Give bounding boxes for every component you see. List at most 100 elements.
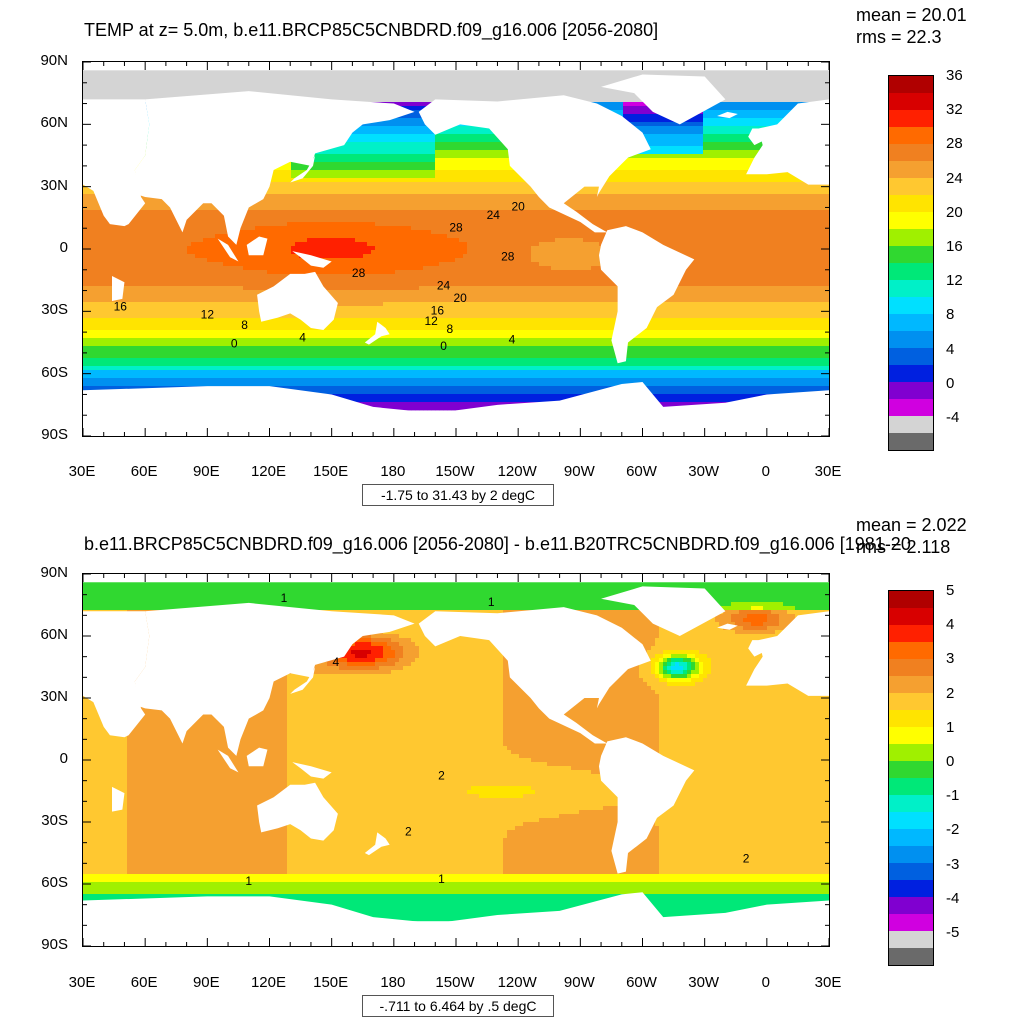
legend-tick-label: 28 xyxy=(946,135,963,152)
continent-shape xyxy=(134,91,415,245)
contour-label: 2 xyxy=(743,851,750,865)
plot-title: TEMP at z= 5.0m, b.e11.BRCP85C5CNBDRD.f0… xyxy=(84,20,658,41)
color-legend-bar xyxy=(888,75,934,451)
latitude-tick-label: 60S xyxy=(24,874,68,891)
contour-label: 1 xyxy=(488,595,495,609)
continent-shape xyxy=(290,667,316,694)
continent-shape xyxy=(418,95,651,233)
legend-tick-label: 3 xyxy=(946,650,954,667)
legend-tick-label: 8 xyxy=(946,306,954,323)
legend-swatch xyxy=(888,659,934,676)
contour-label: 12 xyxy=(424,314,438,328)
contour-label: 28 xyxy=(501,249,515,263)
continent-shape xyxy=(134,602,415,756)
latitude-tick-label: 60N xyxy=(24,114,68,131)
difference-field-svg: 1 1 4 2 2 2 1 1 xyxy=(83,574,829,946)
longitude-tick-label: 90W xyxy=(549,463,609,480)
legend-swatch xyxy=(888,195,934,212)
longitude-tick-label: 60W xyxy=(612,463,672,480)
legend-swatch xyxy=(888,127,934,144)
continent-shape xyxy=(364,832,390,856)
continent-shape xyxy=(748,128,765,146)
longitude-tick-label: 30W xyxy=(674,463,734,480)
legend-swatch xyxy=(888,382,934,399)
contour-label: 12 xyxy=(201,308,215,322)
contour-label: 4 xyxy=(509,333,516,347)
longitude-tick-label: 150E xyxy=(301,974,361,991)
legend-swatch xyxy=(888,812,934,829)
legend-swatch xyxy=(888,931,934,948)
legend-swatch xyxy=(888,880,934,897)
contour-label: 20 xyxy=(453,291,467,305)
continent-shape xyxy=(257,271,338,331)
continent-shape xyxy=(748,640,765,657)
legend-tick-label: 0 xyxy=(946,375,954,392)
rms-stat: rms = 22.3 xyxy=(856,26,942,48)
continent-shape xyxy=(418,607,651,744)
legend-swatch xyxy=(888,948,934,966)
latitude-tick-label: 0 xyxy=(24,239,68,256)
longitude-tick-label: 60W xyxy=(612,974,672,991)
legend-swatch xyxy=(888,590,934,608)
contour-range-label: -.711 to 6.464 by .5 degC xyxy=(362,995,554,1017)
mean-stat: mean = 2.022 xyxy=(856,514,967,536)
legend-swatch xyxy=(888,178,934,195)
contour-label: 24 xyxy=(437,279,451,293)
longitude-tick-label: 90W xyxy=(549,974,609,991)
contour-label: 1 xyxy=(438,872,445,886)
longitude-tick-label: 60E xyxy=(114,974,174,991)
latitude-tick-label: 90N xyxy=(24,564,68,581)
legend-swatch xyxy=(888,212,934,229)
latitude-tick-label: 90S xyxy=(24,426,68,443)
longitude-tick-label: 30E xyxy=(52,463,112,480)
legend-swatch xyxy=(888,331,934,348)
continent-shape xyxy=(217,749,239,773)
mean-stat: mean = 20.01 xyxy=(856,4,967,26)
legend-swatch xyxy=(888,297,934,314)
temperature-map: 20 24 28 28 28 24 20 16 12 16 12 8 8 4 4 0 0 xyxy=(82,61,830,437)
latitude-tick-label: 30S xyxy=(24,301,68,318)
contour-label: 28 xyxy=(352,266,366,280)
longitude-tick-label: 0 xyxy=(736,463,796,480)
continent-shape xyxy=(601,586,726,636)
longitude-tick-label: 120W xyxy=(487,463,547,480)
legend-swatch xyxy=(888,761,934,778)
continent-shape xyxy=(257,782,338,841)
continent-shape xyxy=(290,155,316,183)
longitude-tick-label: 180 xyxy=(363,974,423,991)
legend-tick-label: 24 xyxy=(946,170,963,187)
longitude-tick-label: 30W xyxy=(674,974,734,991)
contour-label: 8 xyxy=(241,318,248,332)
legend-tick-label: -1 xyxy=(946,787,959,804)
legend-swatch xyxy=(888,744,934,761)
longitude-tick-label: 30E xyxy=(798,463,858,480)
longitude-tick-label: 150E xyxy=(301,463,361,480)
axis-ticks xyxy=(83,62,829,436)
legend-tick-label: 4 xyxy=(946,341,954,358)
continent-shape xyxy=(598,226,695,364)
color-legend-bar xyxy=(888,590,934,966)
legend-tick-label: -4 xyxy=(946,890,959,907)
legend-swatch xyxy=(888,693,934,710)
legend-swatch xyxy=(888,642,934,659)
legend-swatch xyxy=(888,161,934,178)
contour-label: 0 xyxy=(440,339,447,353)
continent-shape xyxy=(246,747,268,767)
legend-swatch xyxy=(888,229,934,246)
legend-swatch xyxy=(888,280,934,297)
latitude-tick-label: 30S xyxy=(24,812,68,829)
legend-tick-label: 12 xyxy=(946,272,963,289)
legend-tick-label: 16 xyxy=(946,238,963,255)
continent-shape xyxy=(112,276,125,301)
contour-label: 8 xyxy=(446,322,453,336)
longitude-tick-label: 0 xyxy=(736,974,796,991)
longitude-tick-label: 90E xyxy=(176,463,236,480)
contour-label: 16 xyxy=(114,299,128,313)
continent-shape xyxy=(601,74,726,125)
continent-shape xyxy=(83,611,150,738)
continent-shape xyxy=(364,321,390,345)
continent-shape xyxy=(746,611,829,696)
legend-swatch xyxy=(888,348,934,365)
longitude-tick-label: 30E xyxy=(52,974,112,991)
continent-shape xyxy=(746,99,829,185)
